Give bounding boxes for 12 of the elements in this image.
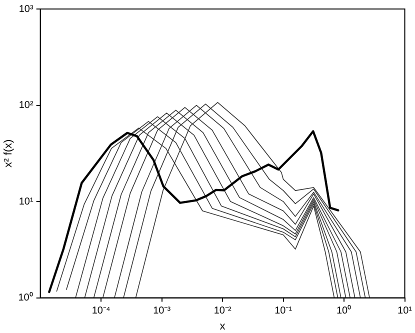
y-tick-label: 10² bbox=[18, 100, 34, 112]
y-tick-label: 10⁰ bbox=[18, 292, 34, 304]
y-tick-label: 10³ bbox=[18, 4, 34, 15]
x-tick-label: 10⁻³ bbox=[153, 306, 172, 317]
x-tick-label: 10⁻¹ bbox=[274, 306, 293, 317]
y-axis-title: x² f(x) bbox=[2, 139, 15, 168]
y-tick-label: 10¹ bbox=[18, 196, 34, 208]
x-tick-label: 10⁻² bbox=[214, 306, 232, 317]
x-axis-title: x bbox=[220, 320, 226, 332]
x-tick-label: 10¹ bbox=[398, 306, 413, 317]
x-tick-label: 10⁰ bbox=[336, 304, 352, 317]
x-tick-label: 10⁻⁴ bbox=[92, 306, 110, 317]
